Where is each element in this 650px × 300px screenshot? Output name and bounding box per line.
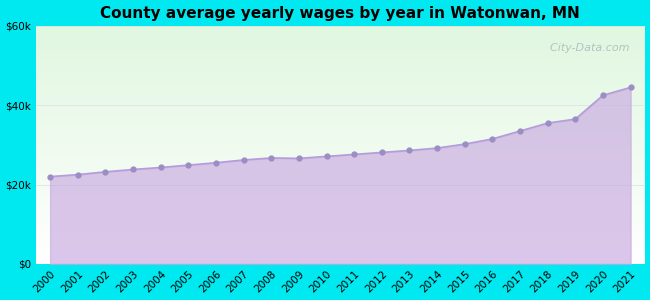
Point [598, 93, 608, 98]
Point [128, 167, 138, 172]
Point [543, 121, 553, 125]
Point [266, 156, 276, 161]
Point [625, 85, 636, 90]
Point [404, 148, 415, 153]
Point [294, 156, 304, 161]
Point [460, 142, 470, 146]
Point [321, 154, 332, 159]
Point [73, 172, 83, 177]
Point [570, 117, 580, 122]
Point [376, 150, 387, 155]
Text: City-Data.com: City-Data.com [543, 43, 629, 52]
Point [211, 160, 221, 165]
Point [183, 163, 194, 167]
Point [432, 146, 442, 150]
Point [239, 158, 249, 162]
Point [515, 129, 525, 134]
Point [45, 174, 55, 179]
Point [100, 169, 110, 174]
Point [349, 152, 359, 157]
Point [155, 165, 166, 170]
Title: County average yearly wages by year in Watonwan, MN: County average yearly wages by year in W… [101, 6, 580, 21]
Point [488, 136, 498, 141]
